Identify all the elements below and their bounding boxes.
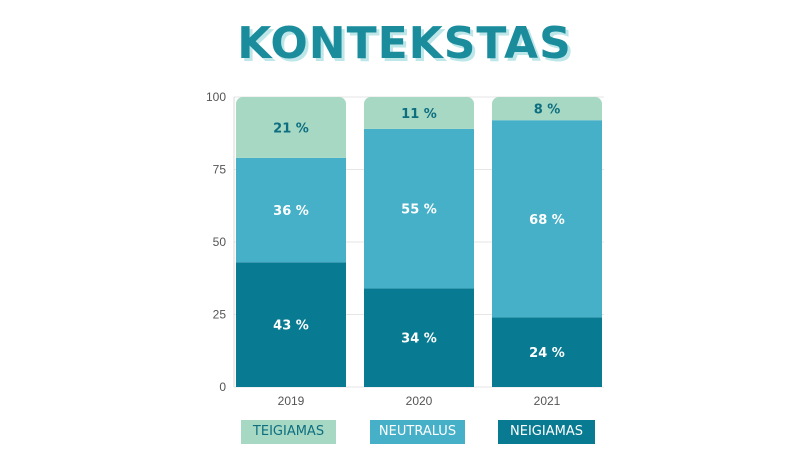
chart-title: KONTEKSTAS (237, 18, 572, 69)
y-tick-label: 25 (213, 308, 227, 322)
y-tick-label: 100 (206, 90, 226, 104)
x-axis: 2019 2020 2021 (278, 394, 561, 408)
legend-item-teigiamas: TEIGIAMAS (241, 420, 336, 444)
bar-segment-teigiamas-2021 (492, 97, 602, 121)
legend-item-neutralus: NEUTRALUS (370, 420, 465, 444)
bar-segment-neutralus-2019 (236, 157, 346, 263)
data-label-teigiamas-2019: 21 % (273, 121, 309, 136)
data-label-neigiamas-2020: 34 % (401, 332, 437, 347)
bar-segment-teigiamas-2019 (236, 97, 346, 158)
data-label-neutralus-2019: 36 % (273, 204, 309, 219)
data-label-neigiamas-2019: 43 % (273, 319, 309, 334)
bar-group-2021 (492, 97, 602, 387)
data-label-neutralus-2021: 68 % (529, 213, 565, 228)
y-tick-label: 0 (219, 380, 226, 394)
x-tick-label: 2020 (406, 394, 433, 408)
x-tick-label: 2021 (534, 394, 561, 408)
bar-segment-neigiamas-2020 (364, 288, 474, 387)
bar-segment-neutralus-2021 (492, 120, 602, 318)
bar-segment-neutralus-2020 (364, 128, 474, 289)
bars: 43 % 36 % 21 % 34 % 55 % 11 % 24 % 68 % 8 % (236, 97, 602, 387)
x-tick-label: 2019 (278, 394, 305, 408)
data-label-neigiamas-2021: 24 % (529, 346, 565, 361)
legend-item-neigiamas: NEIGIAMAS (498, 420, 595, 444)
data-label-teigiamas-2021: 8 % (534, 103, 561, 118)
bar-group-2020 (364, 97, 474, 387)
y-axis: 0 25 50 75 100 (206, 90, 235, 394)
data-label-teigiamas-2020: 11 % (401, 107, 437, 122)
data-label-neutralus-2020: 55 % (401, 203, 437, 218)
bar-segment-teigiamas-2020 (364, 97, 474, 129)
y-tick-label: 75 (213, 163, 227, 177)
bar-group-2019 (236, 97, 346, 387)
bar-segment-neigiamas-2021 (492, 317, 602, 387)
y-tick-label: 50 (213, 235, 227, 249)
bar-segment-neigiamas-2019 (236, 262, 346, 387)
